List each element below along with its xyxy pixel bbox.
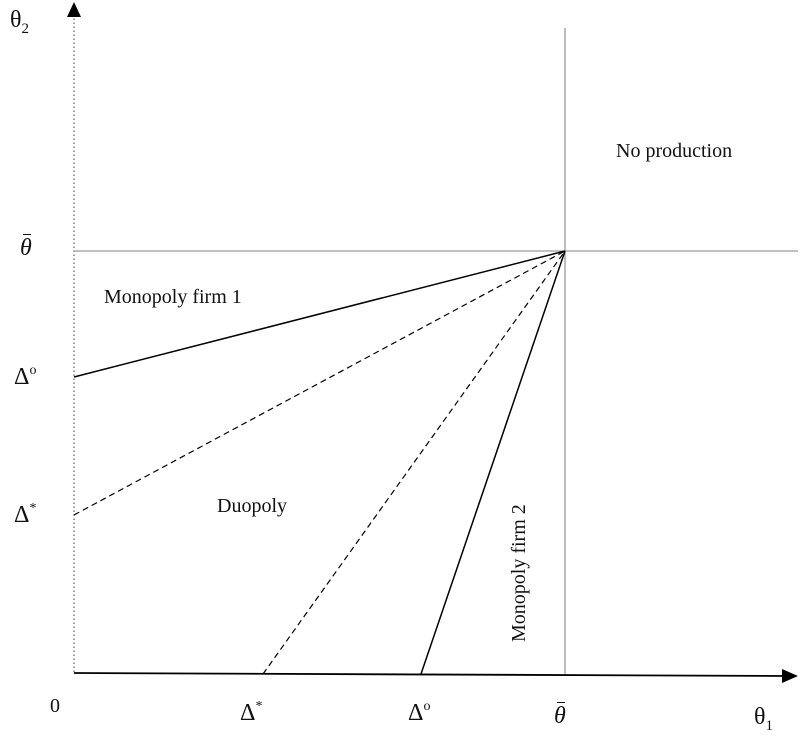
duopoly-lower-boundary [262, 250, 566, 675]
region-label-monopoly-firm-2: Monopoly firm 2 [508, 504, 530, 642]
y-tick-theta-bar: θ [20, 234, 32, 261]
y-tick-delta-star: Δ* [14, 501, 37, 528]
monopoly-firm-1-boundary [73, 250, 566, 378]
y-tick-delta-o-sup: o [29, 363, 37, 378]
region-label-monopoly-firm-1: Monopoly firm 1 [104, 286, 242, 308]
x-axis-arrowhead [782, 669, 798, 683]
y-axis-arrowhead [67, 2, 81, 17]
y-tick-delta-o: Δo [14, 363, 37, 390]
region-label-no-production: No production [616, 140, 733, 162]
x-tick-delta-o-sup: o [423, 699, 431, 714]
x-tick-delta-o: Δo [408, 699, 431, 726]
y-axis-label-sub: 2 [21, 21, 30, 37]
y-tick-delta-star-base: Δ [14, 502, 30, 528]
x-tick-delta-star-sup: * [255, 699, 263, 714]
origin-label: 0 [50, 695, 60, 717]
x-axis [73, 672, 789, 677]
x-tick-delta-o-base: Δ [408, 700, 424, 726]
monopoly-firm-2-boundary [420, 250, 566, 675]
x-tick-theta-bar: θ [554, 702, 566, 729]
x-axis-label: θ1 [754, 705, 773, 734]
y-tick-delta-o-base: Δ [14, 364, 30, 390]
y-tick-delta-star-sup: * [29, 501, 37, 516]
duopoly-upper-boundary [73, 250, 566, 516]
x-tick-delta-star-base: Δ [240, 700, 256, 726]
y-tick-theta-bar-text: θ [20, 235, 32, 261]
x-tick-delta-star: Δ* [240, 699, 263, 726]
x-axis-label-base: θ [754, 704, 766, 730]
region-label-duopoly: Duopoly [217, 495, 287, 517]
x-tick-theta-bar-text: θ [554, 703, 566, 729]
y-axis-label: θ2 [10, 8, 29, 37]
y-axis-label-base: θ [10, 7, 22, 33]
x-axis-label-sub: 1 [765, 718, 774, 734]
